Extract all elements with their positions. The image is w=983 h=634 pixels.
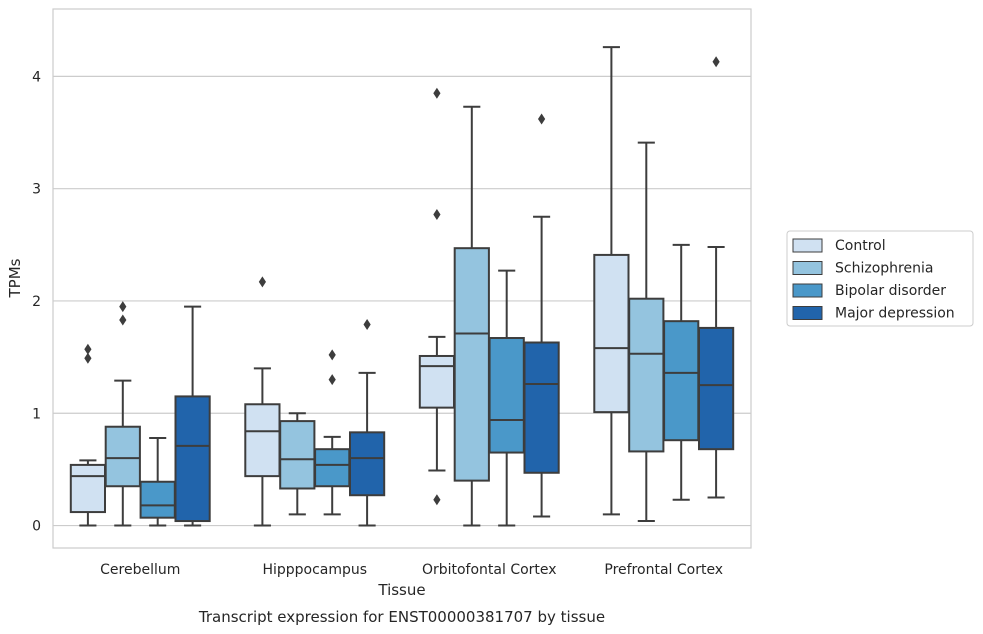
box [69,343,107,527]
box [488,269,525,527]
outlier-point [433,494,441,506]
y-tick-label: 3 [32,182,41,198]
box-body [628,297,665,453]
y-tick-label: 2 [32,294,41,310]
x-tick-label: Cerebellum [100,562,180,578]
outlier-point [328,374,336,386]
legend-items: Control Schizophrenia Bipolar disorder Majo… [792,238,955,322]
box-body [453,247,490,482]
box [453,105,490,527]
box-series [69,46,735,527]
outlier-point [538,113,546,125]
box-body [139,480,176,519]
box-body [488,337,525,454]
box [523,113,560,518]
legend-label: Control [835,238,886,254]
y-tick-label: 4 [32,69,41,85]
legend-label: Schizophrenia [835,261,933,277]
legend-swatch [792,261,823,275]
x-tick-label: Prefrontal Cortex [604,562,723,578]
legend-label: Major depression [835,306,955,322]
legend-swatch [792,306,823,320]
legend-frame [786,230,974,327]
box-body [314,448,351,488]
outlier-point [712,56,720,68]
box-body [523,341,560,474]
box [697,56,735,499]
outlier-point [433,208,441,220]
y-tick-label: 0 [32,519,41,535]
box-body [697,326,735,451]
box-body [593,253,630,414]
outlier-point [84,352,92,364]
legend-label: Bipolar disorder [835,283,946,299]
y-axis-ticks: 0 1 2 3 4 [32,69,41,534]
box [593,46,630,516]
outlier-point [363,319,371,331]
plot-background [53,9,751,548]
box-body [279,420,316,490]
box [244,276,281,527]
chart-caption: Transcript expression for ENST0000038170… [198,608,605,626]
outlier-point [84,343,92,355]
outlier-point [258,276,266,288]
legend-swatch [792,283,823,298]
x-tick-label: Hipppocampus [262,562,367,578]
x-tick-label: Orbitofontal Cortex [422,562,557,578]
outlier-point [433,87,441,99]
legend-swatch [792,238,823,253]
box-body [69,463,107,514]
outlier-point [119,301,127,313]
box-body [174,395,211,523]
box-body [418,354,456,409]
outlier-point [328,349,336,361]
legend: Control Schizophrenia Bipolar disorder Majo… [786,230,974,327]
box [348,319,386,527]
plot-frame [52,8,752,549]
box [663,243,700,501]
y-tick-label: 1 [32,406,41,422]
box-body [244,403,281,478]
box [104,301,141,527]
x-axis-label: Tissue [377,581,425,599]
y-axis-label: TPMs [6,258,24,298]
box-body [104,425,141,488]
box-body [663,320,700,442]
outlier-point [119,314,127,326]
x-axis-ticks: Cerebellum Hipppocampus Orbitofontal Corte… [100,562,723,578]
box [314,349,351,516]
box [174,305,211,527]
box-body [348,431,386,497]
